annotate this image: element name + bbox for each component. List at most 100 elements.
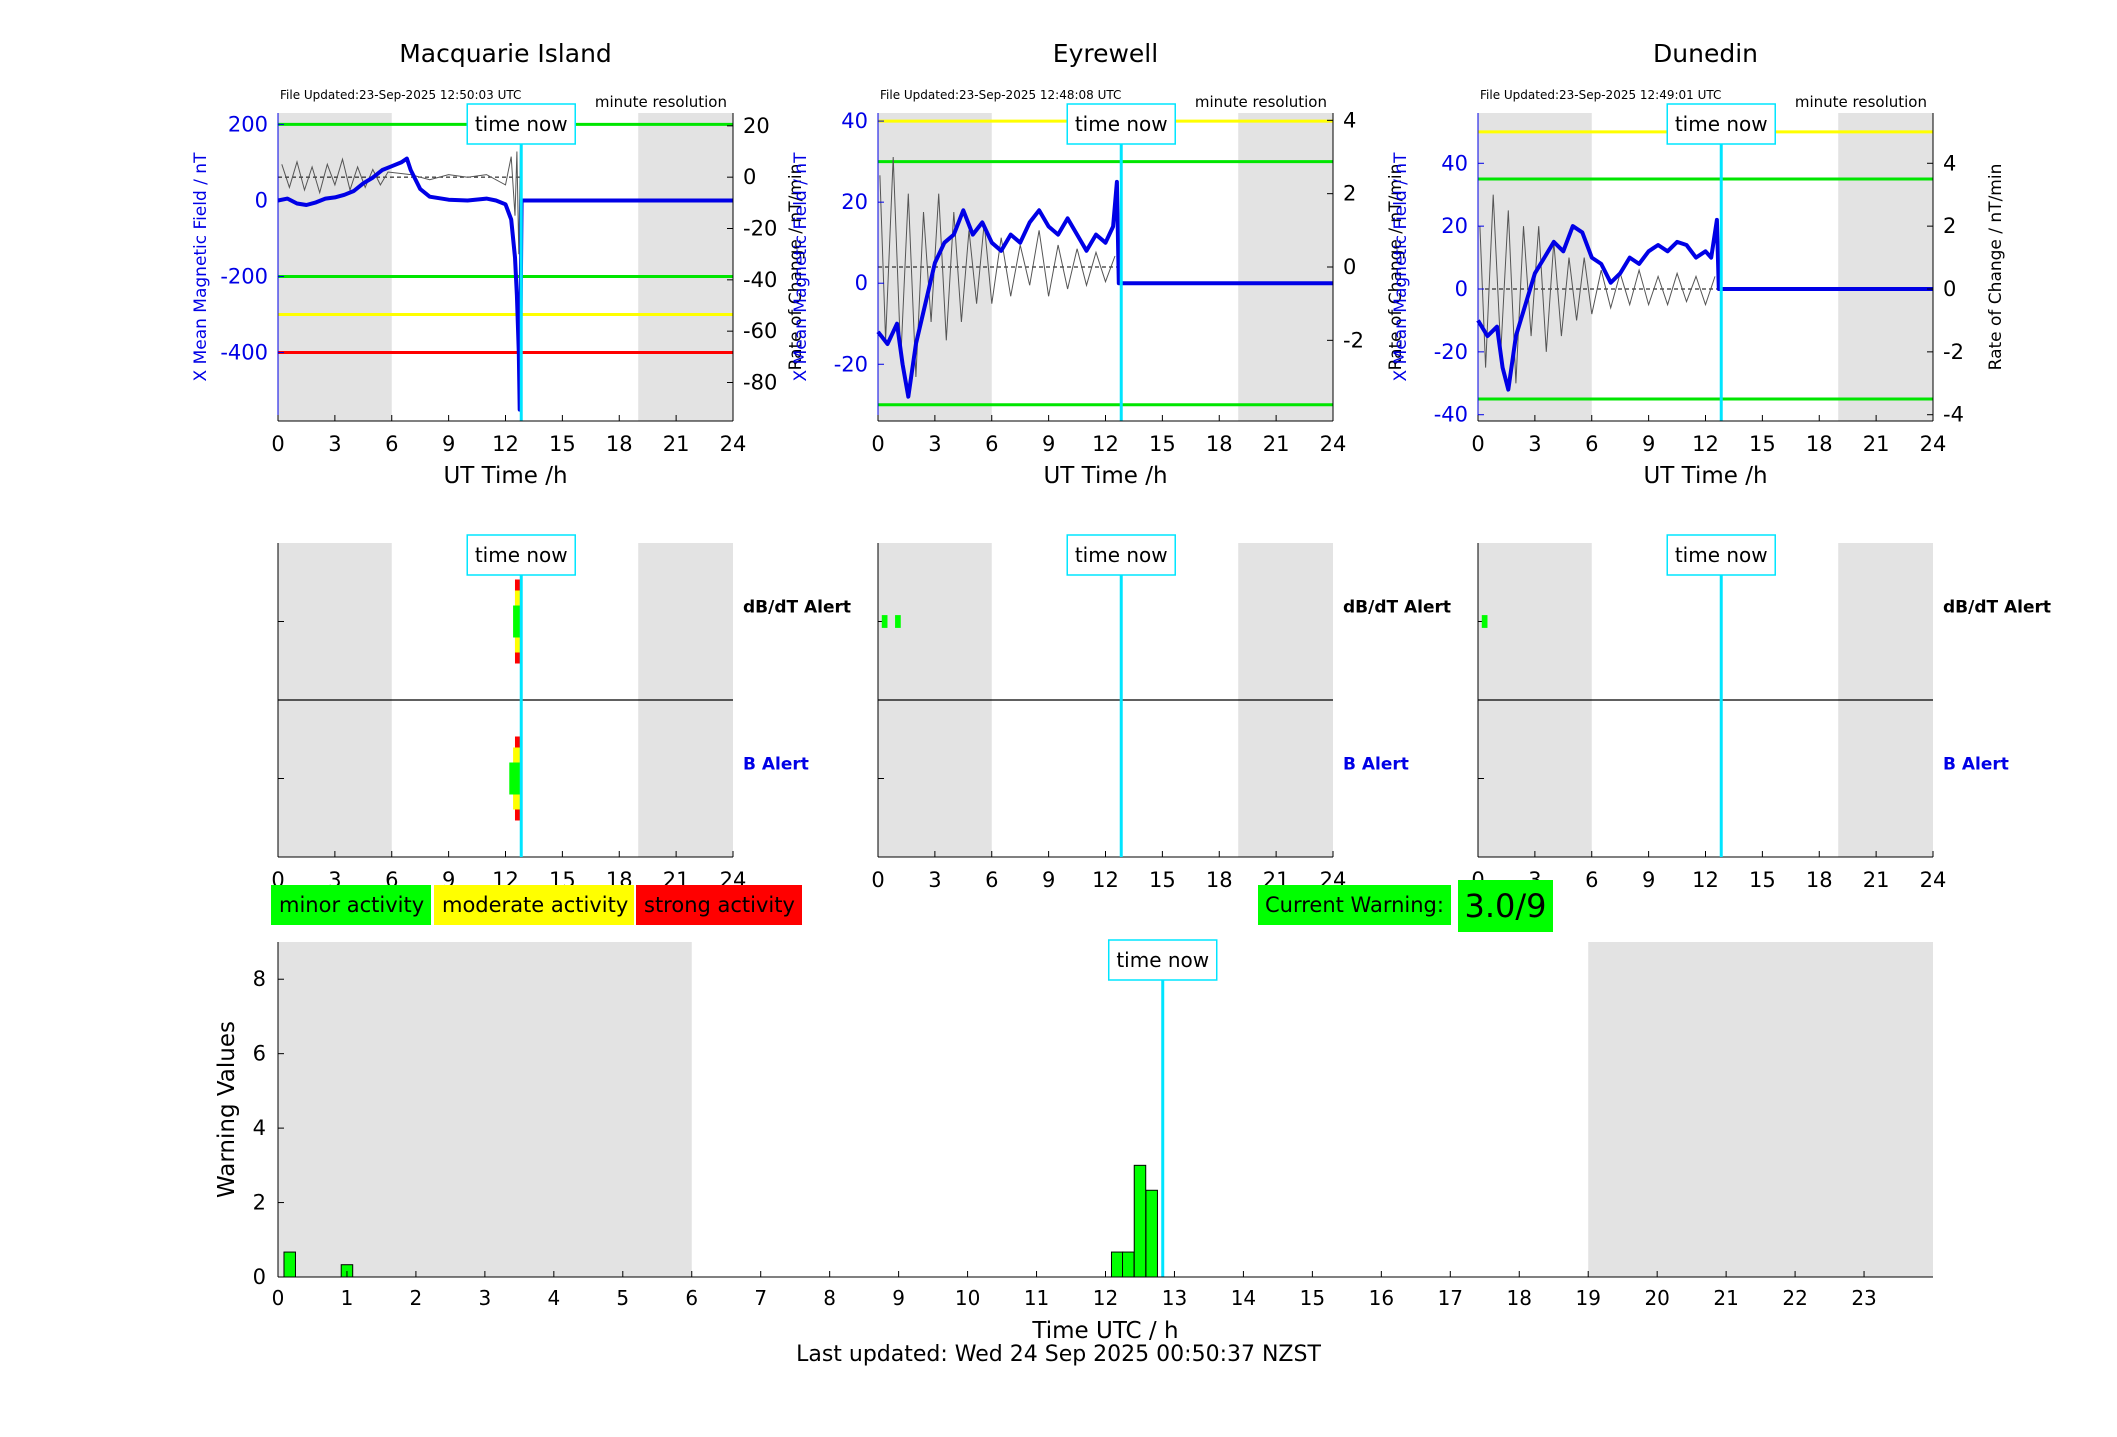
panel-2-alert-xtick-label-3: 9 bbox=[1642, 868, 1655, 892]
panel-0-ytick-left-label-2: -200 bbox=[220, 265, 268, 289]
panel-0-xtick-label-8: 24 bbox=[720, 432, 747, 456]
panel-2-xtick-label-0: 0 bbox=[1471, 432, 1484, 456]
warning-ytick-label-4: 8 bbox=[253, 967, 266, 991]
current-warning-label: Current Warning: bbox=[1258, 885, 1451, 925]
panel-0-xtick-label-6: 18 bbox=[606, 432, 633, 456]
panel-0-b-label: B Alert bbox=[743, 755, 809, 775]
panel-1-xtick-label-5: 15 bbox=[1149, 432, 1176, 456]
panel-0-xtick-label-7: 21 bbox=[663, 432, 690, 456]
panel-1-ytick-left-label-0: 40 bbox=[841, 109, 868, 133]
panel-2-xtick-label-5: 15 bbox=[1749, 432, 1776, 456]
panel-1-ytick-left-label-2: 0 bbox=[855, 271, 868, 295]
panel-2-xlabel: UT Time /h bbox=[1643, 463, 1767, 489]
panel-2-dbdt-label: dB/dT Alert bbox=[1943, 598, 2051, 618]
panel-1-field-series bbox=[876, 179, 1333, 399]
panel-2-field-series bbox=[1476, 217, 1933, 392]
warning-xtick-label-21: 21 bbox=[1713, 1286, 1738, 1310]
panel-2-alert-xtick-label-7: 21 bbox=[1863, 868, 1890, 892]
panel-0-b-alert-2 bbox=[509, 762, 521, 795]
panel-0-ytick-left-label-0: 200 bbox=[228, 112, 268, 136]
panel-1-alert-xtick-label-6: 18 bbox=[1206, 868, 1233, 892]
warning-ylabel: Warning Values bbox=[214, 1021, 240, 1198]
panel-1-file-updated: File Updated:23-Sep-2025 12:48:08 UTC bbox=[880, 88, 1121, 102]
warning-xtick-label-17: 17 bbox=[1438, 1286, 1463, 1310]
panel-1-xtick-label-0: 0 bbox=[871, 432, 884, 456]
panel-0-dbdt-alert-2 bbox=[513, 605, 521, 638]
panel-2-ytick-right-label-3: -2 bbox=[1943, 340, 1964, 364]
panel-2-ylabel-right: Rate of Change / nT/min bbox=[1986, 164, 2006, 371]
warning-xtick-label-8: 8 bbox=[823, 1286, 836, 1310]
last-updated: Last updated: Wed 24 Sep 2025 00:50:37 N… bbox=[796, 1342, 1321, 1367]
warning-xtick-label-3: 3 bbox=[479, 1286, 492, 1310]
panel-0-ytick-right-label-1: 0 bbox=[743, 165, 756, 189]
panel-0-ytick-left-label-3: -400 bbox=[220, 341, 268, 365]
panel-1-ytick-right-label-3: -2 bbox=[1343, 328, 1364, 352]
panel-1-alert-xtick-label-1: 3 bbox=[928, 868, 941, 892]
panel-2-dbdt-alert-0 bbox=[1481, 615, 1488, 628]
warning-bar-0 bbox=[283, 1251, 296, 1278]
current-warning-value: 3.0/9 bbox=[1458, 880, 1553, 932]
panel-0-xtick-label-1: 3 bbox=[328, 432, 341, 456]
warning-bar-2 bbox=[1110, 1251, 1124, 1278]
panel-0-ytick-left-label-1: 0 bbox=[255, 188, 268, 212]
panel-0-ytick-right-label-3: -40 bbox=[743, 268, 777, 292]
panel-1-dbdt-alert-1 bbox=[895, 615, 901, 628]
panel-0-xtick-label-3: 9 bbox=[442, 432, 455, 456]
panel-2-ytick-left-label-4: -40 bbox=[1434, 403, 1468, 427]
warning-xtick-label-11: 11 bbox=[1024, 1286, 1049, 1310]
panel-1-alert-xtick-label-4: 12 bbox=[1092, 868, 1119, 892]
panel-2-ytick-left-label-2: 0 bbox=[1455, 277, 1468, 301]
panel-2-alert-xtick-label-2: 6 bbox=[1585, 868, 1598, 892]
panel-2-alert-xtick-label-4: 12 bbox=[1692, 868, 1719, 892]
legend-strong: strong activity bbox=[636, 885, 802, 925]
panel-1-resolution: minute resolution bbox=[1195, 93, 1327, 111]
warning-shade-0 bbox=[278, 942, 692, 1277]
warning-xtick-label-13: 13 bbox=[1162, 1286, 1187, 1310]
warning-bar-4 bbox=[1133, 1164, 1147, 1278]
panel-0-alert-time-now-box bbox=[466, 534, 576, 576]
panel-1-xtick-label-4: 12 bbox=[1092, 432, 1119, 456]
panel-2-ytick-right-label-4: -4 bbox=[1943, 403, 1964, 427]
panel-2-title: Dunedin bbox=[1653, 39, 1758, 68]
panel-0-time-now-label: time now bbox=[475, 112, 568, 136]
panel-1-ytick-left-label-3: -20 bbox=[834, 352, 868, 376]
warning-xtick-label-10: 10 bbox=[955, 1286, 980, 1310]
panel-1-ytick-left-label-1: 20 bbox=[841, 190, 868, 214]
panel-1-shade-1 bbox=[1238, 113, 1333, 421]
warning-xtick-label-6: 6 bbox=[685, 1286, 698, 1310]
panel-2-alert-time-now-label: time now bbox=[1675, 543, 1768, 567]
panel-2-xtick-label-7: 21 bbox=[1863, 432, 1890, 456]
panel-1-ytick-right-label-0: 4 bbox=[1343, 108, 1356, 132]
panel-0-ytick-right-label-5: -80 bbox=[743, 371, 777, 395]
warning-xtick-label-18: 18 bbox=[1507, 1286, 1532, 1310]
warning-xtick-label-4: 4 bbox=[547, 1286, 560, 1310]
panel-2-ytick-left-label-1: 20 bbox=[1441, 214, 1468, 238]
warning-xtick-label-15: 15 bbox=[1300, 1286, 1325, 1310]
panel-2-ytick-right-label-1: 2 bbox=[1943, 214, 1956, 238]
warning-xtick-label-2: 2 bbox=[410, 1286, 423, 1310]
panel-1-alert-xtick-label-3: 9 bbox=[1042, 868, 1055, 892]
panel-1-xtick-label-1: 3 bbox=[928, 432, 941, 456]
panel-2-xtick-label-4: 12 bbox=[1692, 432, 1719, 456]
warning-ytick-label-1: 2 bbox=[253, 1191, 266, 1215]
panel-1-b-label: B Alert bbox=[1343, 755, 1409, 775]
panel-0-resolution: minute resolution bbox=[595, 93, 727, 111]
warning-xtick-label-16: 16 bbox=[1369, 1286, 1394, 1310]
panel-2-ytick-right-label-0: 4 bbox=[1943, 151, 1956, 175]
legend-minor: minor activity bbox=[271, 885, 431, 925]
panel-0-ylabel-right: Rate of Change / nT/min bbox=[786, 164, 806, 371]
warning-xtick-label-5: 5 bbox=[616, 1286, 629, 1310]
panel-0-time-now-box bbox=[466, 103, 576, 145]
warning-time-now-label: time now bbox=[1116, 948, 1209, 972]
panel-2-ytick-left-label-3: -20 bbox=[1434, 340, 1468, 364]
warning-xlabel: Time UTC / h bbox=[1031, 1318, 1178, 1344]
panel-2-ylabel-left: X Mean Magnetic Field / nT bbox=[1391, 152, 1411, 382]
panel-1-alert-time-now-box bbox=[1066, 534, 1176, 576]
panel-1-time-now-box bbox=[1066, 103, 1176, 145]
warning-ytick-label-2: 4 bbox=[253, 1116, 266, 1140]
panel-0-ytick-right-label-0: 20 bbox=[743, 114, 770, 138]
warning-xtick-label-20: 20 bbox=[1644, 1286, 1669, 1310]
warning-xtick-label-23: 23 bbox=[1851, 1286, 1876, 1310]
panel-1-alert-xtick-label-5: 15 bbox=[1149, 868, 1176, 892]
